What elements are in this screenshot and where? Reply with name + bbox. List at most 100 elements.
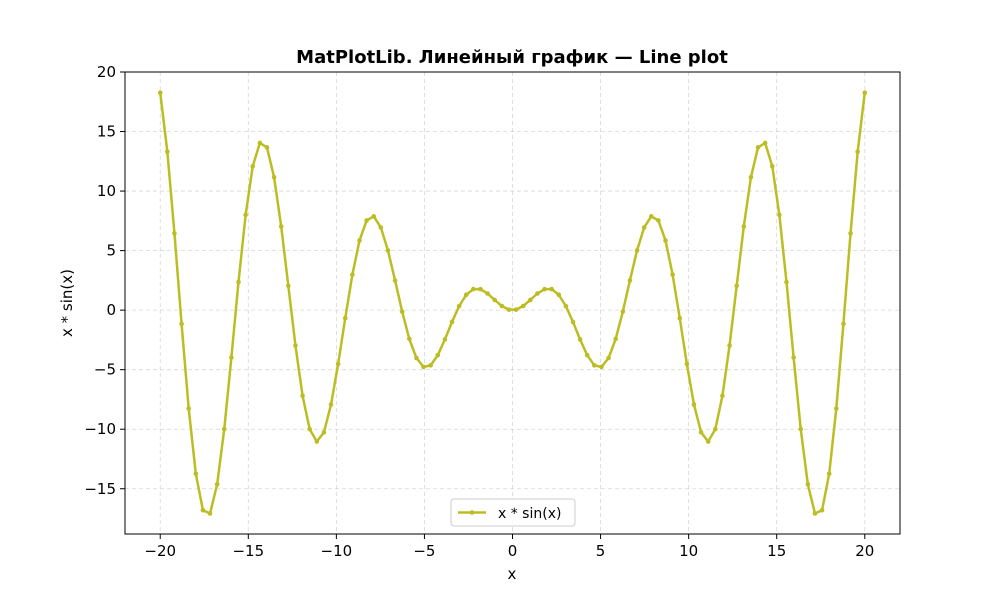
data-point (777, 212, 782, 218)
legend-box (450, 498, 576, 527)
data-point (613, 336, 618, 342)
data-point (755, 145, 761, 150)
data-point (834, 406, 839, 411)
data-point (841, 321, 846, 327)
data-point (200, 507, 206, 513)
data-point (307, 426, 312, 432)
grid (125, 71, 900, 534)
data-point (293, 343, 298, 348)
data-point (812, 511, 818, 516)
data-point (357, 238, 362, 243)
data-point (442, 337, 448, 342)
y-tick-label: −5 (94, 361, 116, 379)
data-point (399, 309, 405, 314)
data-point (513, 307, 519, 312)
data-point (549, 286, 554, 292)
x-tick-label: 15 (767, 542, 786, 560)
data-point (428, 363, 433, 368)
data-point (584, 352, 590, 358)
data-point (385, 248, 391, 253)
data-point (172, 231, 177, 236)
data-point (798, 426, 804, 432)
y-tick-label: −10 (84, 420, 116, 438)
data-point (641, 225, 647, 230)
data-point (791, 355, 796, 360)
x-tick-label: 10 (679, 542, 698, 560)
data-point (328, 402, 334, 407)
y-tick-label: 15 (97, 123, 116, 141)
x-tick-label: −10 (321, 542, 353, 560)
data-point (592, 363, 597, 368)
data-point (278, 224, 284, 229)
data-point (855, 149, 860, 155)
x-tick-label: 5 (596, 542, 606, 560)
data-point (713, 426, 718, 432)
x-tick-label: −5 (413, 542, 435, 560)
data-point (656, 218, 661, 223)
data-point (392, 278, 398, 283)
data-point (342, 315, 348, 321)
data-point (691, 402, 697, 407)
y-tick-label: −15 (84, 480, 116, 498)
data-point (378, 225, 384, 230)
data-point (471, 286, 476, 292)
data-point (826, 471, 832, 477)
data-point (449, 319, 455, 325)
data-point (463, 292, 469, 298)
data-point (321, 430, 327, 435)
data-point (684, 361, 690, 367)
data-point (221, 426, 227, 432)
data-point (414, 355, 419, 361)
data-point (286, 283, 291, 289)
data-point (805, 481, 811, 487)
data-point (300, 393, 305, 399)
data-point (535, 291, 540, 296)
data-point (570, 319, 576, 325)
data-point (257, 140, 263, 146)
data-point (741, 224, 747, 229)
data-point (435, 352, 441, 358)
data-point (207, 511, 213, 516)
data-point (663, 238, 668, 243)
data-point (862, 90, 868, 96)
data-point (407, 336, 412, 342)
data-point (734, 283, 739, 289)
data-point (677, 315, 683, 321)
data-point (762, 140, 768, 146)
x-axis-label: x (508, 565, 517, 583)
data-point (314, 439, 320, 444)
data-point (335, 361, 341, 367)
data-point (705, 439, 711, 444)
x-tick-label: −15 (232, 542, 264, 560)
data-point (784, 279, 789, 285)
data-point (243, 212, 248, 218)
data-point (371, 214, 377, 219)
data-point (421, 364, 426, 370)
legend-label: x * sin(x) (498, 506, 561, 522)
y-tick-label: 20 (97, 63, 116, 81)
data-point (478, 286, 483, 292)
data-point (485, 291, 490, 296)
data-point (165, 149, 170, 155)
data-point (720, 393, 725, 399)
data-point (506, 307, 512, 312)
data-point (229, 355, 234, 360)
data-point (542, 286, 547, 292)
data-point (648, 214, 654, 219)
x-axis: −20 −15 −10 −5 0 5 10 15 20 (144, 534, 874, 560)
y-tick-label: 10 (97, 182, 116, 200)
data-point (698, 430, 704, 435)
x-tick-label: 0 (508, 542, 518, 560)
y-tick-label: 0 (106, 301, 116, 319)
data-point (499, 303, 505, 309)
data-point (634, 248, 640, 253)
data-point (563, 303, 569, 309)
y-axis-label: x * sin(x) (58, 269, 76, 337)
data-point (157, 90, 163, 96)
data-point (264, 145, 270, 150)
data-point (727, 343, 732, 348)
series-line (158, 92, 867, 515)
data-point (577, 337, 583, 342)
data-point (236, 279, 241, 285)
data-point (271, 174, 277, 180)
